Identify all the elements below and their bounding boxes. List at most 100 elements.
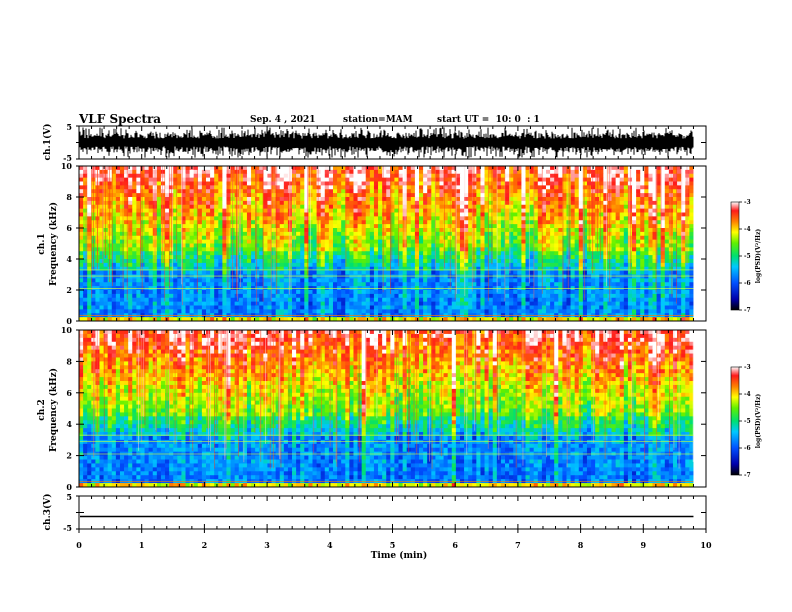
spectrogram-cell (521, 239, 526, 244)
spectrogram-cell (316, 255, 322, 260)
spectrogram-cell (591, 181, 596, 186)
spectrogram-cell (205, 185, 211, 190)
spectrogram-cell (140, 208, 145, 213)
spectrogram-cell (545, 235, 551, 241)
spectrogram-cell (681, 247, 686, 252)
spectrogram-cell (148, 251, 154, 256)
spectrogram-cell (304, 228, 309, 233)
spectrogram-cell (640, 200, 645, 206)
spectrogram-cell (242, 189, 248, 194)
spectrogram-cell (148, 259, 154, 264)
spectrogram-cell (464, 262, 469, 268)
spectrogram-cell (87, 259, 92, 264)
spectrogram-cell (283, 200, 289, 206)
spectrogram-cell (214, 247, 219, 252)
spectrogram-cell (627, 204, 633, 210)
spectrogram-cell (558, 239, 563, 244)
spectrogram-cell (124, 274, 129, 279)
spectrogram-cell (615, 243, 621, 248)
spectrogram-cell (328, 259, 334, 264)
spectrogram-cell (275, 200, 281, 206)
spectrogram-cell (275, 189, 281, 194)
spectrogram-cell (382, 204, 387, 210)
spectrogram-cell (382, 251, 387, 256)
spectrogram-cell (320, 235, 326, 241)
spectrogram-cell (300, 197, 305, 202)
spectrogram-cell (173, 212, 178, 217)
spectrogram-cell (173, 274, 178, 279)
spectrogram-cell (636, 177, 641, 182)
spectrogram-cell (349, 193, 354, 198)
spectrogram-cell (251, 239, 256, 244)
spectrogram-cell (640, 247, 645, 252)
spectrogram-cell (505, 193, 510, 198)
spectrogram-cell (87, 216, 92, 221)
spectrogram-cell (513, 169, 518, 175)
spectrogram-cell (451, 189, 457, 194)
spectrogram-cell (181, 231, 186, 237)
spectrogram-cell (361, 173, 367, 179)
spectrogram-cell (570, 220, 576, 225)
spectrogram-cell (378, 247, 383, 252)
spectrogram-cell (648, 255, 653, 260)
spectrogram-cell (300, 166, 305, 171)
spectrogram-cell (210, 166, 215, 171)
spectrogram-cell (177, 228, 182, 233)
spectrogram-cell (345, 266, 350, 272)
spectrogram-cell (353, 228, 358, 233)
spectrogram-cell (640, 169, 645, 175)
spectrogram-cell (406, 247, 412, 252)
spectrogram-cell (640, 262, 645, 268)
spectrogram-cell (337, 185, 342, 190)
spectrogram-cell (345, 197, 350, 202)
spectrogram-cell (99, 239, 104, 244)
spectrogram-cell (419, 251, 424, 256)
spectrogram-cell (185, 204, 191, 210)
spectrogram-cell (599, 189, 604, 194)
spectrogram-cell (332, 251, 338, 256)
spectrogram-cell (378, 212, 383, 217)
spectrogram-cell (300, 262, 305, 268)
spectrogram-cell (365, 266, 371, 272)
spectrogram-cell (173, 216, 178, 221)
spectrogram-cell (148, 231, 154, 237)
spectrogram-cell (373, 185, 379, 190)
spectrogram-cell (197, 270, 203, 275)
spectrogram-cell (197, 204, 203, 210)
spectrogram-cell (140, 266, 145, 272)
spectrogram-cell (148, 224, 154, 229)
spectrogram-cell (681, 262, 686, 268)
spectrogram-cell (517, 166, 522, 171)
spectrogram-cell (566, 266, 571, 272)
spectrogram-cell (525, 208, 531, 213)
spectrogram-cell (259, 262, 264, 268)
spectrogram-cell (320, 262, 326, 268)
spectrogram-cell (246, 243, 252, 248)
spectrogram-cell (259, 193, 264, 198)
spectrogram-cell (320, 193, 326, 198)
spectrogram-cell (533, 169, 539, 175)
spectrogram-cell (672, 259, 678, 264)
spectrogram-cell (246, 224, 252, 229)
spectrogram-cell (406, 208, 412, 213)
spectrogram-cell (410, 166, 416, 171)
spectrogram-cell (79, 262, 84, 268)
spectrogram-cell (361, 204, 367, 210)
spectrogram-cell (214, 259, 219, 264)
spectrogram-cell (332, 224, 338, 229)
spectrogram-cell (677, 235, 682, 241)
spectrogram-cell (287, 193, 293, 198)
spectrogram-cell (677, 185, 682, 190)
spectrogram-cell (226, 173, 231, 179)
spectrogram-cell (513, 197, 518, 202)
spectrogram-cell (287, 181, 293, 186)
spectrogram-cell (505, 220, 510, 225)
spectrogram-cell (476, 204, 481, 210)
spectrogram-cell (214, 266, 219, 272)
spectrogram-cell (525, 169, 531, 175)
spectrogram-cell (525, 247, 531, 252)
spectrogram-cell (218, 204, 223, 210)
spectrogram-cell (648, 235, 653, 241)
spectrogram-cell (550, 251, 555, 256)
spectrogram-cell (636, 228, 641, 233)
